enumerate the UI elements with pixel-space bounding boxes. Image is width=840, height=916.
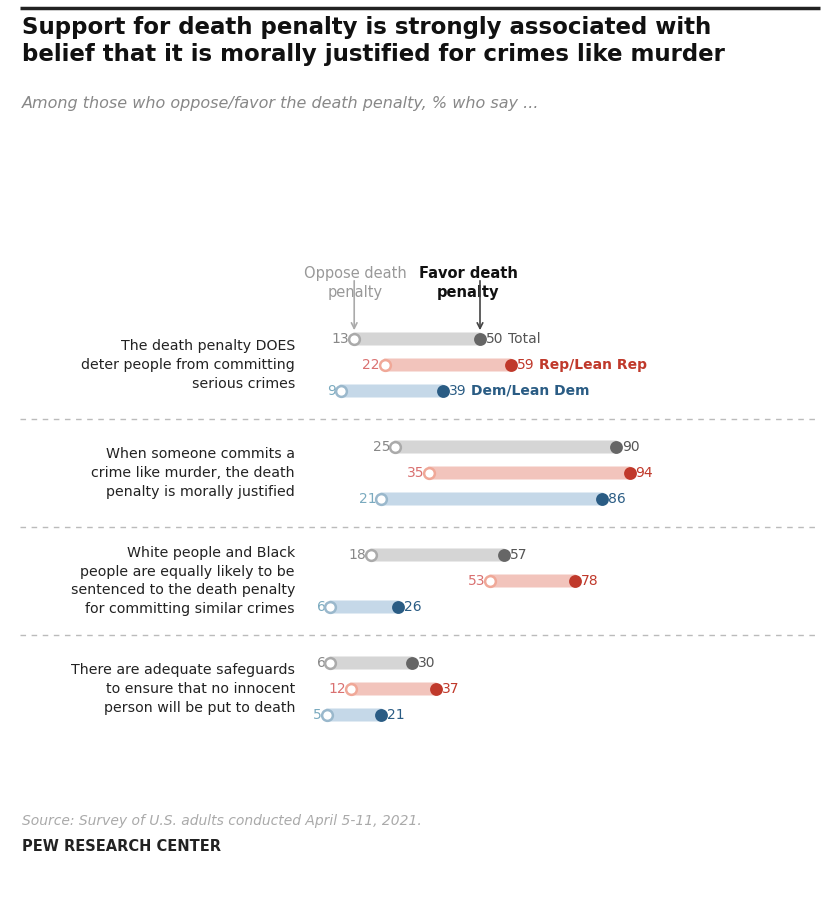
Text: Total: Total	[508, 332, 541, 346]
Point	[436, 384, 449, 398]
FancyBboxPatch shape	[370, 549, 506, 562]
Text: 59: 59	[517, 358, 534, 372]
Text: 50: 50	[486, 332, 503, 346]
Point	[378, 357, 391, 372]
Point	[323, 600, 337, 615]
Text: 12: 12	[328, 682, 346, 696]
Text: 37: 37	[442, 682, 459, 696]
Point	[348, 332, 361, 346]
Point	[365, 548, 378, 562]
Point	[569, 573, 582, 588]
Text: Support for death penalty is strongly associated with
belief that it is morally : Support for death penalty is strongly as…	[22, 16, 725, 67]
Text: 39: 39	[449, 384, 466, 398]
Point	[344, 682, 358, 696]
Text: 6: 6	[317, 656, 325, 670]
Text: 21: 21	[359, 492, 376, 506]
FancyBboxPatch shape	[393, 441, 617, 453]
Text: 57: 57	[510, 548, 528, 562]
Text: Oppose death
penalty: Oppose death penalty	[303, 266, 407, 300]
Text: The death penalty DOES
deter people from committing
serious crimes: The death penalty DOES deter people from…	[81, 339, 295, 391]
Text: Source: Survey of U.S. adults conducted April 5-11, 2021.: Source: Survey of U.S. adults conducted …	[22, 814, 422, 828]
FancyBboxPatch shape	[428, 466, 631, 479]
FancyBboxPatch shape	[489, 574, 577, 587]
FancyBboxPatch shape	[380, 493, 604, 506]
Point	[391, 600, 405, 615]
Text: 35: 35	[407, 466, 424, 480]
Text: 30: 30	[418, 656, 435, 670]
Point	[596, 492, 609, 507]
Point	[497, 548, 511, 562]
Text: When someone commits a
crime like murder, the death
penalty is morally justified: When someone commits a crime like murder…	[92, 447, 295, 499]
Text: 25: 25	[372, 440, 390, 454]
Text: PEW RESEARCH CENTER: PEW RESEARCH CENTER	[22, 839, 221, 854]
FancyBboxPatch shape	[329, 657, 413, 670]
FancyBboxPatch shape	[349, 682, 438, 695]
Text: 18: 18	[349, 548, 366, 562]
Point	[405, 656, 418, 671]
FancyBboxPatch shape	[326, 708, 383, 722]
Text: 94: 94	[636, 466, 654, 480]
Point	[423, 465, 436, 480]
Point	[504, 357, 517, 372]
FancyBboxPatch shape	[329, 601, 400, 614]
Point	[623, 465, 637, 480]
Point	[388, 440, 402, 454]
Point	[333, 384, 347, 398]
Point	[375, 492, 388, 507]
Text: White people and Black
people are equally likely to be
sentenced to the death pe: White people and Black people are equall…	[71, 546, 295, 616]
Text: 86: 86	[608, 492, 626, 506]
Point	[473, 332, 486, 346]
Text: Favor death
penalty: Favor death penalty	[418, 266, 517, 300]
Text: 26: 26	[404, 600, 422, 614]
Text: There are adequate safeguards
to ensure that no innocent
person will be put to d: There are adequate safeguards to ensure …	[71, 663, 295, 715]
Text: 90: 90	[622, 440, 639, 454]
Text: 21: 21	[387, 708, 405, 722]
Text: Dem/Lean Dem: Dem/Lean Dem	[470, 384, 589, 398]
Point	[429, 682, 443, 696]
Text: 5: 5	[313, 708, 322, 722]
Point	[320, 708, 333, 723]
Text: 78: 78	[581, 574, 599, 588]
Text: 53: 53	[468, 574, 486, 588]
FancyBboxPatch shape	[353, 333, 481, 345]
Text: Among those who oppose/favor the death penalty, % who say ...: Among those who oppose/favor the death p…	[22, 96, 539, 111]
FancyBboxPatch shape	[339, 385, 444, 398]
Point	[609, 440, 622, 454]
FancyBboxPatch shape	[383, 358, 512, 372]
Text: 13: 13	[332, 332, 349, 346]
Point	[323, 656, 337, 671]
Point	[375, 708, 388, 723]
Text: Rep/Lean Rep: Rep/Lean Rep	[538, 358, 647, 372]
Point	[484, 573, 497, 588]
Text: 6: 6	[317, 600, 325, 614]
Text: 22: 22	[362, 358, 380, 372]
Text: 9: 9	[327, 384, 336, 398]
